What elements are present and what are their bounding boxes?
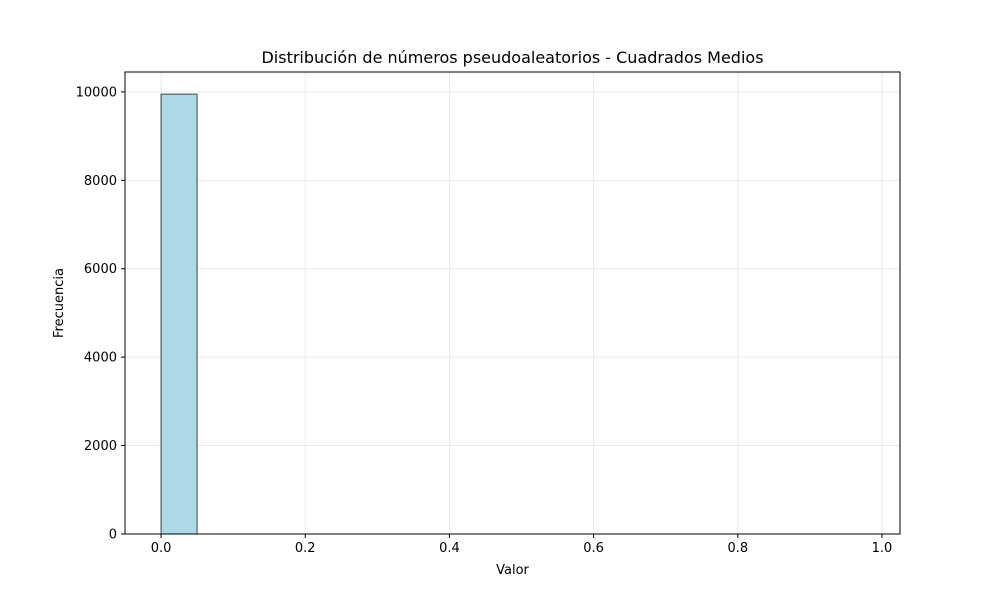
y-tick-label: 4000 [84,351,117,366]
y-tick-label: 10000 [76,85,117,100]
histogram-bar [160,93,198,535]
y-tick-label: 8000 [84,174,117,189]
y-axis-label: Frecuencia [52,268,67,338]
bars-layer [160,93,198,535]
x-tick-label: 0.2 [295,541,316,556]
y-tick-label: 6000 [84,262,117,277]
x-axis-ticks: 0.0 0.2 0.4 0.6 0.8 1.0 [151,534,893,556]
y-axis-ticks: 0 2000 4000 6000 8000 10000 [76,85,125,543]
x-tick-label: 1.0 [872,541,893,556]
plot-frame [124,71,901,535]
x-tick-label: 0.0 [151,541,172,556]
x-tick-label: 0.4 [439,541,460,556]
y-tick-label: 2000 [84,439,117,454]
x-axis-label: Valor [496,563,529,578]
chart-title: Distribución de números pseudoaleatorios… [261,48,763,67]
y-tick-label: 0 [109,528,117,543]
x-tick-label: 0.6 [583,541,604,556]
grid-layer [125,72,900,535]
x-tick-label: 0.8 [727,541,748,556]
